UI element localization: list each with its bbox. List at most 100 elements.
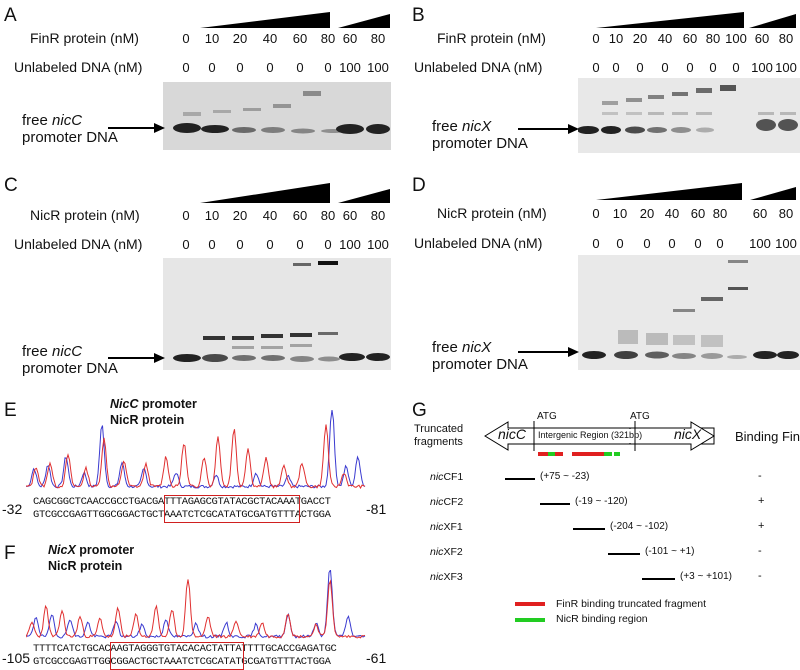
panel-a-unlabeled-value: 0 xyxy=(296,60,304,75)
panel-d-protein-value: 80 xyxy=(712,206,728,221)
panel-d-protein-label: NicR protein (nM) xyxy=(437,205,547,221)
panel-a-letter: A xyxy=(4,5,17,26)
fragment-range: (-101 ~ +1) xyxy=(645,546,695,557)
panel-a-unlabeled-value: 0 xyxy=(324,60,332,75)
panel-c-protein-value: 0 xyxy=(182,208,190,223)
panel-c-gradient-wedges xyxy=(200,183,390,203)
panel-d-protein-value: 60 xyxy=(690,206,706,221)
panel-f-binding-box xyxy=(110,642,244,670)
panel-d-free-dna-label: free nicX promoter DNA xyxy=(432,339,528,373)
panel-d-unlabeled-value: 100 xyxy=(749,236,771,251)
panel-g-atg-left: ATG xyxy=(537,411,557,422)
fragment-line xyxy=(505,478,535,480)
panel-g-legend-swatches xyxy=(515,602,545,622)
fragment-range: (+75 ~ -23) xyxy=(540,471,590,482)
panel-b-unlabeled-value: 100 xyxy=(751,60,773,75)
fragment-range: (+3 ~ +101) xyxy=(680,571,732,582)
panel-c-unlabeled-value: 0 xyxy=(182,237,190,252)
panel-b-unlabeled-value: 100 xyxy=(775,60,797,75)
fragment-binding: + xyxy=(758,495,765,507)
panel-b-gradient-wedges xyxy=(596,12,796,28)
panel-d-unlabeled-value: 0 xyxy=(592,236,600,251)
panel-c-unlabeled-value: 100 xyxy=(367,237,389,252)
panel-c-protein-label: NicR protein (nM) xyxy=(30,207,140,223)
panel-c-unlabeled-value: 0 xyxy=(266,237,274,252)
panel-d-unlabeled-value: 100 xyxy=(775,236,797,251)
panel-a-free-dna-label: free nicC promoter DNA xyxy=(22,112,118,146)
panel-f-subtitle: NicR protein xyxy=(48,559,123,573)
panel-a-arrow xyxy=(108,123,165,133)
panel-d-arrow xyxy=(518,347,579,357)
panel-b-unlabeled-value: 0 xyxy=(636,60,644,75)
fragment-range: (-19 ~ -120) xyxy=(575,496,628,507)
fragment-binding: + xyxy=(758,520,765,532)
panel-b-unlabeled-value: 0 xyxy=(661,60,669,75)
panel-c-unlabeled-value: 0 xyxy=(296,237,304,252)
panel-b-protein-value: 60 xyxy=(754,31,770,46)
panel-b-protein-value: 80 xyxy=(705,31,721,46)
panel-c-unlabeled-label: Unlabeled DNA (nM) xyxy=(14,236,143,252)
panel-d-unlabeled-value: 0 xyxy=(616,236,624,251)
fragment-line xyxy=(573,528,605,530)
panel-a-protein-value: 80 xyxy=(370,31,386,46)
panel-f-left-coord: -105 xyxy=(2,650,31,666)
panel-b-arrow xyxy=(518,124,579,134)
panel-e-seq-top: CAGCGGCTCAACCGCCTGACGATTTAGAGCGTATACGCTA… xyxy=(33,496,331,508)
panel-e-binding-box xyxy=(164,495,300,523)
panel-g-legend-finr: FinR binding truncated fragment xyxy=(556,598,706,610)
panel-f-chromatogram xyxy=(26,570,366,639)
fragment-name: nicXF3 xyxy=(430,571,463,583)
panel-a-protein-value: 10 xyxy=(204,31,220,46)
panel-a-gel xyxy=(163,82,391,150)
panel-g-gene-right: nicX xyxy=(674,426,702,442)
panel-b-protein-value: 60 xyxy=(682,31,698,46)
panel-e-left-coord: -32 xyxy=(2,501,23,517)
panel-g-gene-left: nicC xyxy=(498,426,527,442)
panel-b-unlabeled-value: 0 xyxy=(709,60,717,75)
panel-a-protein-value: 60 xyxy=(292,31,308,46)
fragment-line xyxy=(608,553,640,555)
panel-b-unlabeled-value: 0 xyxy=(732,60,740,75)
panel-a-unlabeled-value: 100 xyxy=(367,60,389,75)
panel-a-unlabeled-value: 0 xyxy=(208,60,216,75)
fragment-line xyxy=(642,578,675,580)
panel-f-seq-bottom: GTCGCCGAGTTGGCGGACTGCTAAATCTCGCATATGCGAT… xyxy=(33,656,331,668)
panel-a-unlabeled-value: 0 xyxy=(182,60,190,75)
panel-d-protein-value: 0 xyxy=(592,206,600,221)
panel-b-unlabeled-value: 0 xyxy=(686,60,694,75)
panel-c-unlabeled-value: 0 xyxy=(324,237,332,252)
fragment-name: nicXF2 xyxy=(430,546,463,558)
panel-b-protein-value: 10 xyxy=(608,31,624,46)
panel-d-unlabeled-value: 0 xyxy=(668,236,676,251)
panel-g-letter: G xyxy=(412,400,427,421)
panel-c-unlabeled-value: 0 xyxy=(236,237,244,252)
panel-d-unlabeled-value: 0 xyxy=(694,236,702,251)
fragment-line xyxy=(540,503,570,505)
panel-e-subtitle: NicR protein xyxy=(110,413,185,427)
panel-f-letter: F xyxy=(4,543,16,564)
fragment-name: nicXF1 xyxy=(430,521,463,533)
panel-c-unlabeled-value: 100 xyxy=(339,237,361,252)
panel-b-gel xyxy=(578,78,800,153)
panel-e-right-coord: -81 xyxy=(366,501,387,517)
panel-a-gradient-wedges xyxy=(200,12,390,28)
panel-g-binding-header: Binding FinR xyxy=(735,429,800,444)
panel-d-protein-value: 60 xyxy=(752,206,768,221)
panel-e-seq-bottom: GTCGCCGAGTTGGCGGACTGCTAAATCTCGCATATGCGAT… xyxy=(33,509,331,521)
panel-b-protein-value: 20 xyxy=(632,31,648,46)
panel-g-truncated-label: Truncated fragments xyxy=(414,423,464,448)
panel-e-title: NicC promoter xyxy=(110,397,197,411)
fragment-name: nicCF1 xyxy=(430,471,464,483)
panel-c-arrow xyxy=(108,353,165,363)
panel-c-protein-value: 10 xyxy=(204,208,220,223)
panel-g-gene-map xyxy=(484,421,715,456)
panel-c-protein-value: 60 xyxy=(342,208,358,223)
panel-b-unlabeled-label: Unlabeled DNA (nM) xyxy=(414,59,543,75)
panel-a-protein-value: 20 xyxy=(232,31,248,46)
panel-e-letter: E xyxy=(4,400,17,421)
panel-b-protein-value: 100 xyxy=(725,31,747,46)
panel-d-protein-value: 10 xyxy=(612,206,628,221)
panel-a-protein-value: 60 xyxy=(342,31,358,46)
panel-d-unlabeled-value: 0 xyxy=(643,236,651,251)
panel-d-protein-value: 20 xyxy=(639,206,655,221)
